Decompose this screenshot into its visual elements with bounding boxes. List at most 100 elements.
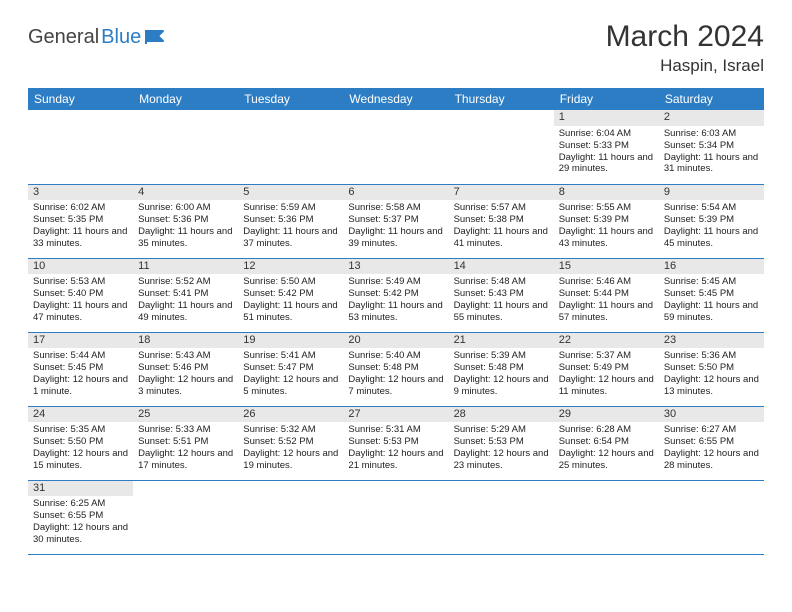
sunrise-line: Sunrise: 5:45 AM [664,276,759,288]
day-number: 23 [659,333,764,349]
daylight-line: Daylight: 11 hours and 47 minutes. [33,300,128,324]
daylight-line: Daylight: 12 hours and 1 minute. [33,374,128,398]
daylight-line: Daylight: 12 hours and 9 minutes. [454,374,549,398]
sunrise-line: Sunrise: 6:25 AM [33,498,128,510]
daylight-line: Daylight: 12 hours and 28 minutes. [664,448,759,472]
day-number: 29 [554,407,659,423]
calendar-day-cell: 23Sunrise: 5:36 AMSunset: 5:50 PMDayligh… [659,332,764,406]
day-number: 17 [28,333,133,349]
calendar-day-cell: 8Sunrise: 5:55 AMSunset: 5:39 PMDaylight… [554,184,659,258]
day-number: 28 [449,407,554,423]
daylight-line: Daylight: 12 hours and 5 minutes. [243,374,338,398]
sunrise-line: Sunrise: 5:58 AM [348,202,443,214]
day-number: 6 [343,185,448,201]
calendar-day-cell: 30Sunrise: 6:27 AMSunset: 6:55 PMDayligh… [659,406,764,480]
day-number: 10 [28,259,133,275]
sunrise-line: Sunrise: 5:55 AM [559,202,654,214]
daylight-line: Daylight: 12 hours and 15 minutes. [33,448,128,472]
calendar-week-row: 24Sunrise: 5:35 AMSunset: 5:50 PMDayligh… [28,406,764,480]
calendar-empty-cell [554,480,659,554]
calendar-empty-cell [449,480,554,554]
month-title: March 2024 [606,20,764,54]
sunrise-line: Sunrise: 5:52 AM [138,276,233,288]
sunset-line: Sunset: 5:33 PM [559,140,654,152]
daylight-line: Daylight: 12 hours and 19 minutes. [243,448,338,472]
calendar-empty-cell [133,110,238,184]
sunset-line: Sunset: 5:53 PM [454,436,549,448]
sunset-line: Sunset: 5:42 PM [348,288,443,300]
calendar-day-cell: 2Sunrise: 6:03 AMSunset: 5:34 PMDaylight… [659,110,764,184]
sunset-line: Sunset: 5:50 PM [33,436,128,448]
daylight-line: Daylight: 11 hours and 29 minutes. [559,152,654,176]
calendar-day-cell: 9Sunrise: 5:54 AMSunset: 5:39 PMDaylight… [659,184,764,258]
calendar-day-cell: 22Sunrise: 5:37 AMSunset: 5:49 PMDayligh… [554,332,659,406]
sunrise-line: Sunrise: 5:40 AM [348,350,443,362]
sunset-line: Sunset: 5:36 PM [243,214,338,226]
daylight-line: Daylight: 12 hours and 23 minutes. [454,448,549,472]
day-number: 25 [133,407,238,423]
daylight-line: Daylight: 11 hours and 39 minutes. [348,226,443,250]
sunset-line: Sunset: 5:52 PM [243,436,338,448]
day-number: 4 [133,185,238,201]
sunrise-line: Sunrise: 6:03 AM [664,128,759,140]
header: GeneralBlue March 2024 Haspin, Israel [28,20,764,76]
weekday-header: Monday [133,88,238,110]
weekday-header: Saturday [659,88,764,110]
sunrise-line: Sunrise: 5:33 AM [138,424,233,436]
daylight-line: Daylight: 11 hours and 53 minutes. [348,300,443,324]
calendar-empty-cell [343,110,448,184]
weekday-header: Wednesday [343,88,448,110]
sunset-line: Sunset: 5:35 PM [33,214,128,226]
sunrise-line: Sunrise: 6:00 AM [138,202,233,214]
sunrise-line: Sunrise: 5:49 AM [348,276,443,288]
sunset-line: Sunset: 5:37 PM [348,214,443,226]
sunset-line: Sunset: 5:39 PM [664,214,759,226]
flag-icon [145,29,167,45]
daylight-line: Daylight: 12 hours and 21 minutes. [348,448,443,472]
sunrise-line: Sunrise: 5:41 AM [243,350,338,362]
daylight-line: Daylight: 12 hours and 30 minutes. [33,522,128,546]
sunset-line: Sunset: 5:36 PM [138,214,233,226]
calendar-empty-cell [238,480,343,554]
day-number: 27 [343,407,448,423]
calendar-day-cell: 6Sunrise: 5:58 AMSunset: 5:37 PMDaylight… [343,184,448,258]
calendar-page: GeneralBlue March 2024 Haspin, Israel Su… [0,0,792,565]
day-number: 12 [238,259,343,275]
daylight-line: Daylight: 11 hours and 55 minutes. [454,300,549,324]
sunset-line: Sunset: 6:55 PM [33,510,128,522]
day-number: 16 [659,259,764,275]
day-number: 30 [659,407,764,423]
calendar-day-cell: 17Sunrise: 5:44 AMSunset: 5:45 PMDayligh… [28,332,133,406]
day-number: 13 [343,259,448,275]
sunrise-line: Sunrise: 5:48 AM [454,276,549,288]
day-number: 2 [659,110,764,126]
daylight-line: Daylight: 11 hours and 35 minutes. [138,226,233,250]
sunset-line: Sunset: 5:40 PM [33,288,128,300]
calendar-day-cell: 11Sunrise: 5:52 AMSunset: 5:41 PMDayligh… [133,258,238,332]
day-number: 31 [28,481,133,497]
sunrise-line: Sunrise: 6:04 AM [559,128,654,140]
day-number: 21 [449,333,554,349]
sunrise-line: Sunrise: 5:46 AM [559,276,654,288]
calendar-day-cell: 29Sunrise: 6:28 AMSunset: 6:54 PMDayligh… [554,406,659,480]
sunrise-line: Sunrise: 6:02 AM [33,202,128,214]
sunset-line: Sunset: 5:48 PM [348,362,443,374]
day-number: 20 [343,333,448,349]
sunset-line: Sunset: 5:44 PM [559,288,654,300]
sunset-line: Sunset: 5:53 PM [348,436,443,448]
calendar-day-cell: 14Sunrise: 5:48 AMSunset: 5:43 PMDayligh… [449,258,554,332]
weekday-header: Tuesday [238,88,343,110]
calendar-day-cell: 10Sunrise: 5:53 AMSunset: 5:40 PMDayligh… [28,258,133,332]
calendar-day-cell: 19Sunrise: 5:41 AMSunset: 5:47 PMDayligh… [238,332,343,406]
daylight-line: Daylight: 12 hours and 11 minutes. [559,374,654,398]
calendar-day-cell: 3Sunrise: 6:02 AMSunset: 5:35 PMDaylight… [28,184,133,258]
weekday-header: Thursday [449,88,554,110]
sunset-line: Sunset: 5:42 PM [243,288,338,300]
calendar-empty-cell [343,480,448,554]
day-number: 19 [238,333,343,349]
sunrise-line: Sunrise: 5:54 AM [664,202,759,214]
day-number: 9 [659,185,764,201]
calendar-day-cell: 13Sunrise: 5:49 AMSunset: 5:42 PMDayligh… [343,258,448,332]
sunrise-line: Sunrise: 6:27 AM [664,424,759,436]
sunrise-line: Sunrise: 5:39 AM [454,350,549,362]
